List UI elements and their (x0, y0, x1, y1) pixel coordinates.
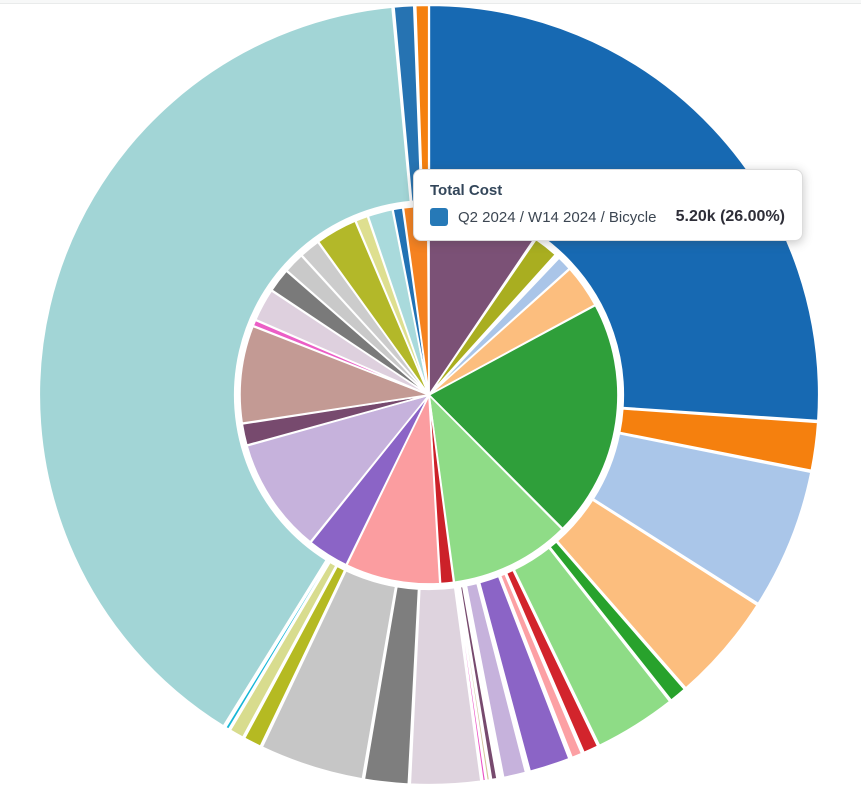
inner-ring-segment-6[interactable] (428, 394, 564, 584)
outer-ring-segment-10[interactable] (464, 581, 528, 779)
tooltip-row: Q2 2024 / W14 2024 / Bicycle 5.20k (26.0… (430, 208, 787, 226)
outer-ring-segment-20[interactable] (37, 5, 412, 728)
tooltip-value: 5.20k (26.00%) (675, 208, 785, 225)
inner-ring-segment-12[interactable] (239, 325, 430, 425)
outer-ring-segment-9[interactable] (478, 574, 571, 773)
top-divider (0, 0, 861, 4)
chart-tooltip: Total Cost Q2 2024 / W14 2024 / Bicycle … (413, 169, 803, 241)
tooltip-title: Total Cost (430, 182, 503, 199)
tooltip-series-swatch (430, 208, 448, 226)
tooltip-series-label: Q2 2024 / W14 2024 / Bicycle (458, 208, 657, 226)
outer-ring-segment-6[interactable] (512, 546, 672, 747)
inner-ring-segment-10[interactable] (246, 394, 430, 543)
outer-ring-segment-3[interactable] (591, 432, 813, 606)
outer-ring-segment-4[interactable] (555, 498, 759, 690)
outer-ring-segment-16[interactable] (260, 569, 398, 781)
inner-ring-segment-8[interactable] (345, 394, 441, 585)
inner-ring-segment-5[interactable] (428, 304, 619, 530)
outer-ring-segment-8[interactable] (499, 572, 584, 759)
